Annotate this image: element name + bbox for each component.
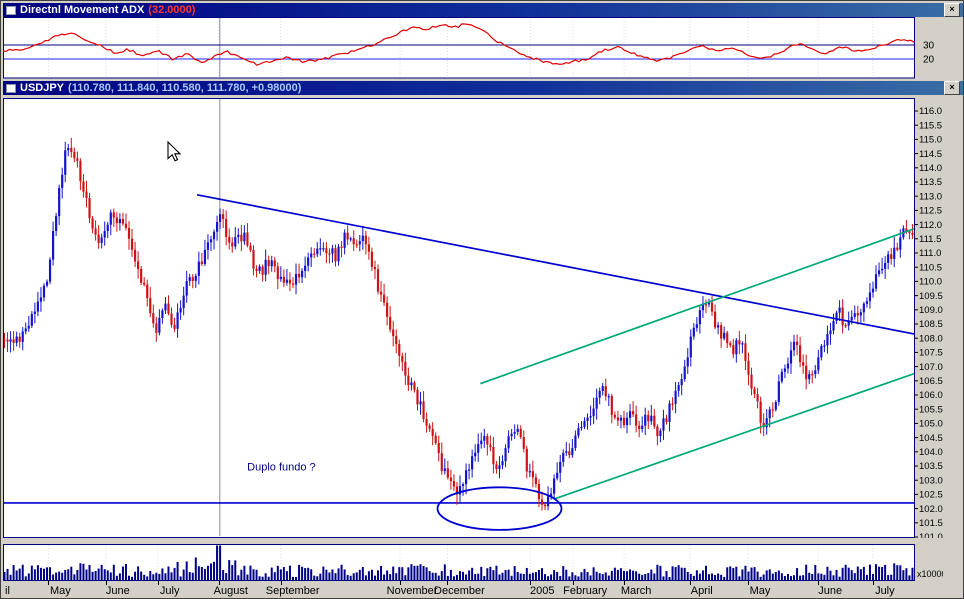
adx-value: (32.0000) (148, 4, 196, 16)
time-axis-label: il (5, 585, 10, 597)
price-title: USDJPY (20, 82, 65, 94)
time-axis-label: November (386, 585, 438, 597)
price-axis-label: 102.0 (919, 504, 943, 515)
time-axis-label: May (50, 585, 71, 597)
price-axis-label: 106.5 (919, 376, 943, 387)
trendline (554, 372, 915, 500)
price-axis-label: 101.5 (919, 518, 943, 529)
price-axis-label: 105.0 (919, 419, 943, 430)
price-axis-label: 113.0 (919, 191, 942, 202)
trendline (196, 193, 915, 335)
trendline (480, 228, 915, 385)
window-icon (6, 5, 16, 15)
price-axis-label: 101.0 (919, 532, 943, 538)
time-axis-label: June (105, 585, 130, 597)
window-icon (6, 83, 16, 93)
volume-plot[interactable]: x10000 (3, 544, 943, 581)
time-axis-label: December (434, 585, 485, 597)
price-axis-label: 113.5 (919, 177, 942, 188)
price-axis-label: 111.5 (919, 234, 941, 245)
price-titlebar[interactable]: USDJPY (110.780, 111.840, 110.580, 111.7… (3, 81, 963, 95)
price-axis-label: 108.0 (919, 333, 943, 344)
adx-close-button[interactable]: × (944, 3, 960, 17)
time-axis-label: July (159, 585, 180, 597)
candlestick-series (3, 137, 914, 511)
price-axis-label: 108.5 (919, 319, 943, 330)
time-axis-tick (689, 581, 691, 585)
price-axis-label: 105.5 (919, 404, 943, 415)
price-quote: (110.780, 111.840, 110.580, 111.780, +0.… (68, 82, 302, 94)
time-axis-tick (818, 581, 820, 585)
adx-axis-label: 20 (923, 55, 935, 66)
time-axis-tick (105, 581, 107, 585)
price-axis-label: 109.0 (919, 305, 943, 316)
price-axis-label: 110.5 (919, 262, 942, 273)
price-axis-label: 106.0 (919, 390, 943, 401)
price-axis-label: 115.5 (919, 120, 942, 131)
price-axis-label: 111.0 (919, 248, 941, 259)
volume-scale-label: x10000 (917, 569, 943, 579)
volume-bars (3, 545, 914, 580)
adx-axis-label: 30 (923, 41, 935, 52)
price-axis-label: 112.5 (919, 206, 942, 217)
time-axis-tick (530, 581, 532, 585)
price-axis-label: 107.5 (919, 348, 943, 359)
price-axis-label: 116.0 (919, 106, 942, 117)
price-axis-label: 107.0 (919, 362, 943, 373)
price-close-button[interactable]: × (944, 81, 960, 95)
price-axis-label: 112.0 (919, 220, 942, 231)
price-axis-label: 104.5 (919, 433, 943, 444)
price-axis-label: 114.5 (919, 149, 942, 160)
time-axis-tick (748, 581, 750, 585)
time-axis-label: July (875, 585, 895, 597)
adx-line (3, 23, 915, 66)
time-axis-label: June (818, 585, 843, 597)
time-axis-label: March (620, 585, 652, 597)
time-axis-label: August (213, 585, 248, 597)
price-axis-label: 115.0 (919, 135, 942, 146)
double-bottom-annotation: Duplo fundo ? (247, 461, 316, 473)
adx-titlebar[interactable]: Directnl Movement ADX (32.0000) × (3, 3, 963, 17)
time-axis-tick (157, 581, 159, 585)
time-axis-tick (624, 581, 626, 585)
price-axis-label: 103.5 (919, 461, 943, 472)
price-axis-label: 103.0 (919, 475, 943, 486)
time-axis-tick (447, 581, 449, 585)
adx-title: Directnl Movement ADX (20, 4, 145, 16)
price-plot[interactable]: 116.0 115.5 115.0 114.5 114.0 113.5 113.0 112.5… (3, 98, 943, 538)
price-axis-label: 110.0 (919, 277, 942, 288)
double-bottom-ellipse (436, 486, 563, 531)
price-plot-border (3, 98, 915, 538)
time-axis-label: 2005 (530, 585, 555, 597)
price-axis-label: 114.0 (919, 163, 942, 174)
time-axis-label: May (749, 585, 771, 597)
time-axis-tick (573, 581, 575, 585)
price-axis: 116.0 115.5 115.0 114.5 114.0 113.5 113.0 112.5… (914, 106, 943, 538)
price-axis-label: 102.5 (919, 490, 943, 501)
time-axis-tick (400, 581, 402, 585)
time-axis-label: April (690, 585, 713, 597)
time-axis-label: September (265, 585, 320, 597)
time-axis-tick (48, 581, 50, 585)
time-axis-tick (872, 581, 874, 585)
time-axis-tick (280, 581, 282, 585)
time-axis-label: February (563, 585, 608, 597)
price-axis-label: 104.0 (919, 447, 943, 458)
time-axis-tick (218, 581, 220, 585)
price-axis-label: 109.5 (919, 291, 943, 302)
time-axis: il May June July August September November Dece… (3, 581, 963, 598)
